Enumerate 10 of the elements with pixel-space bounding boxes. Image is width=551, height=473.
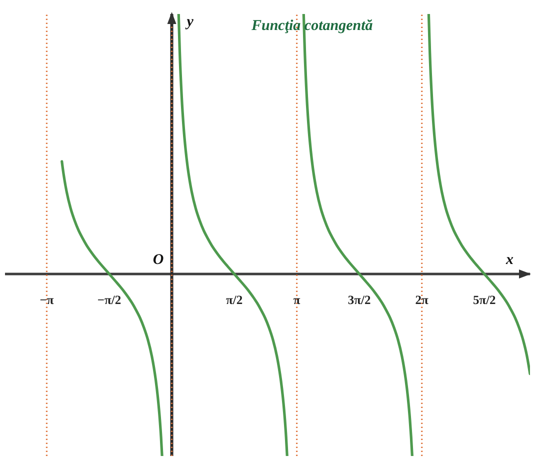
y-axis-title: y	[184, 14, 194, 30]
x-axis-title: x	[505, 252, 514, 268]
x-tick-label: π/2	[226, 293, 243, 307]
x-tick-label: π	[293, 293, 300, 307]
x-tick-label: 2π	[415, 293, 429, 307]
x-tick-label: −π/2	[97, 293, 122, 307]
x-tick-label: 3π/2	[348, 293, 371, 307]
x-tick-label: 5π/2	[472, 293, 496, 307]
x-tick-label: −π	[40, 293, 54, 307]
annotation: O	[152, 252, 164, 268]
